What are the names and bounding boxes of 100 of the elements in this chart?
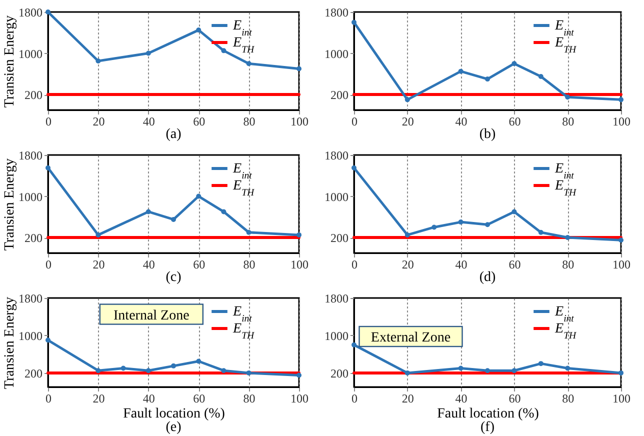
point	[352, 342, 356, 348]
legend-label: E$_{TH}$	[554, 36, 578, 55]
x-tick-label: 20	[402, 114, 414, 128]
point	[46, 165, 50, 170]
point	[96, 232, 101, 238]
point	[120, 366, 126, 371]
x-tick-label: 100	[290, 114, 308, 128]
point	[171, 363, 176, 368]
annotation: Internal Zone	[114, 308, 190, 324]
point	[565, 235, 570, 240]
point	[96, 58, 101, 64]
x-tick-label: 40	[455, 392, 468, 406]
x-tick-label: 20	[402, 258, 414, 272]
x-tick-label: 60	[193, 258, 206, 272]
y-tick-label: 200	[24, 88, 42, 102]
y-tick-label: 1000	[18, 46, 42, 61]
point	[512, 209, 517, 214]
point	[404, 97, 410, 102]
y-tick-label: 200	[24, 366, 42, 380]
point	[538, 230, 544, 235]
x-tick-label: 20	[92, 114, 105, 128]
legend-label: E$_{int}$	[554, 18, 574, 38]
point	[171, 216, 176, 222]
y-tick-label: 200	[24, 231, 42, 246]
point	[46, 338, 50, 343]
y-tick-label: 1800	[18, 6, 42, 20]
y-axis-title: Transien Energy	[2, 296, 18, 390]
x-tick-label: 80	[562, 258, 574, 272]
point	[404, 232, 410, 238]
point	[512, 61, 517, 66]
y-tick-label: 1000	[324, 190, 348, 204]
point	[512, 368, 517, 374]
x-tick-label: 60	[193, 114, 206, 128]
point	[221, 209, 226, 214]
x-tick-label: 100	[612, 258, 630, 272]
point	[196, 194, 202, 199]
point	[146, 50, 151, 56]
point	[146, 368, 151, 374]
x-tick-label: 60	[508, 114, 521, 128]
legend-label: E$_{int}$	[554, 304, 574, 324]
legend-label: E$_{int}$	[232, 304, 252, 324]
point	[296, 66, 302, 72]
x-tick-label: 80	[243, 114, 256, 128]
point	[458, 220, 464, 225]
point	[404, 370, 410, 376]
legend-label: E$_{int}$	[554, 162, 574, 181]
x-tick-label: 60	[508, 392, 521, 406]
point	[618, 238, 624, 243]
y-axis-title: Transien Energy	[2, 158, 18, 251]
legend-label: E$_{int}$	[232, 18, 252, 38]
point	[146, 209, 151, 214]
point	[538, 74, 544, 79]
x-tick-label: 40	[455, 258, 468, 272]
x-tick-label: 80	[243, 392, 256, 406]
x-tick-label: 40	[142, 258, 155, 272]
x-tick-label: 40	[455, 114, 468, 128]
point	[565, 94, 570, 100]
y-tick-label: 1800	[324, 292, 348, 306]
x-tick-label: 60	[193, 392, 206, 406]
point	[246, 370, 252, 376]
point	[96, 368, 101, 374]
text: (c)	[166, 270, 182, 285]
x-tick-label: 80	[562, 392, 574, 406]
x-tick-label: 20	[92, 258, 105, 272]
y-tick-label: 200	[330, 231, 348, 246]
x-tick-label: 100	[290, 258, 308, 272]
x-tick-label: 0	[46, 392, 52, 406]
point	[485, 76, 490, 82]
x-tick-label: 40	[142, 392, 155, 406]
point	[485, 368, 490, 374]
x-tick-label: 0	[352, 392, 358, 406]
text: (f)	[480, 420, 495, 435]
point	[485, 222, 490, 228]
point	[618, 97, 624, 102]
y-tick-label: 1000	[18, 190, 42, 204]
x-axis-title: Fault location (%)	[437, 406, 540, 422]
x-tick-label: 100	[612, 392, 630, 406]
legend-label: E$_{TH}$	[232, 178, 256, 198]
x-tick-label: 0	[46, 114, 52, 128]
x-tick-label: 0	[46, 258, 52, 272]
text: (e)	[166, 420, 182, 435]
y-tick-label: 1800	[18, 292, 42, 306]
point	[432, 224, 437, 230]
point	[458, 68, 464, 74]
y-tick-label: 1800	[18, 148, 42, 162]
point	[246, 61, 252, 66]
x-tick-label: 0	[352, 114, 358, 128]
y-tick-label: 1000	[324, 328, 348, 343]
point	[221, 48, 226, 54]
y-tick-label: 200	[330, 88, 348, 102]
legend-label: E$_{TH}$	[232, 36, 256, 55]
x-tick-label: 100	[612, 114, 630, 128]
point	[196, 28, 202, 33]
x-tick-label: 40	[142, 114, 155, 128]
text: (b)	[479, 127, 496, 142]
point	[352, 165, 356, 170]
point	[352, 20, 356, 25]
y-tick-label: 1800	[324, 6, 348, 20]
point	[296, 232, 302, 238]
text: (d)	[479, 270, 496, 285]
